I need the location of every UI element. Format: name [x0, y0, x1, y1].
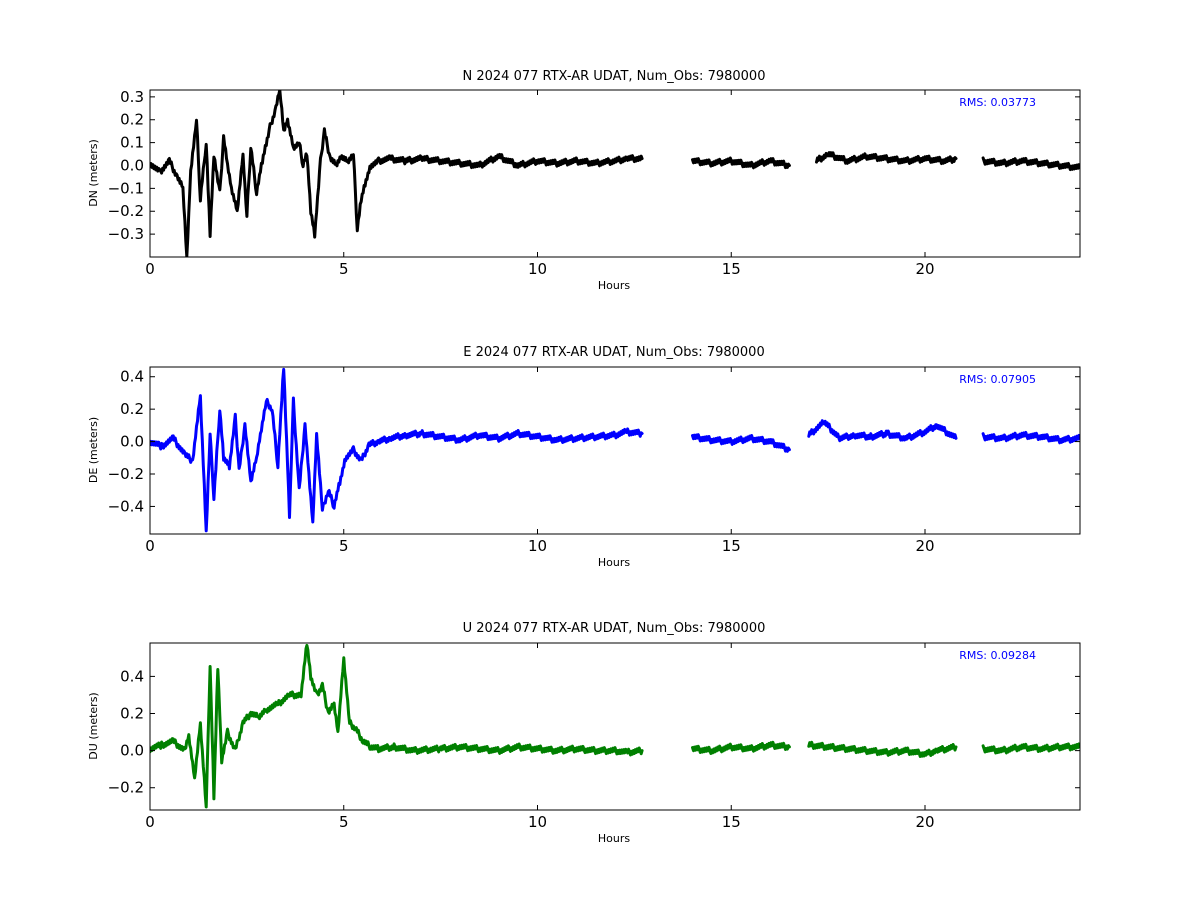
y-axis-label-east: DE (meters) — [87, 417, 100, 483]
y-tick-label-north-6: −0.3 — [108, 225, 144, 243]
y-axis-label-north: DN (meters) — [87, 139, 100, 207]
x-tick-label-north-4: 20 — [915, 260, 934, 278]
series-line-up-seg-0 — [150, 643, 644, 809]
chart-title-north: N 2024 077 RTX-AR UDAT, Num_Obs: 7980000 — [463, 69, 766, 84]
ticks-layer-north: 0 5 10 15 20 0.3 0.2 0.1 0.0 −0.1 −0.2 −0.3 — [108, 88, 1080, 278]
y-tick-label-north-5: −0.2 — [108, 202, 144, 220]
x-tick-label-east-2: 10 — [528, 537, 547, 555]
series-layer-east — [150, 367, 1080, 533]
plot-area-up — [150, 643, 1080, 810]
panel-up: U 2024 077 RTX-AR UDAT, Num_Obs: 7980000… — [87, 621, 1081, 845]
rms-annotation-east: RMS: 0.07905 — [959, 373, 1036, 386]
series-line-up-seg-2 — [807, 740, 958, 758]
y-tick-label-east-4: −0.4 — [108, 497, 144, 515]
x-axis-label-up: Hours — [598, 832, 630, 845]
y-tick-label-east-0: 0.4 — [120, 368, 144, 386]
series-line-north-seg-3 — [981, 156, 1080, 172]
ticks-layer-up: 0 5 10 15 20 0.4 0.2 0.0 −0.2 — [108, 643, 1080, 831]
x-tick-label-north-2: 10 — [528, 260, 547, 278]
series-layer-north — [150, 90, 1080, 257]
x-axis-label-north: Hours — [598, 279, 630, 292]
plot-area-east — [150, 367, 1080, 534]
plot-area-north — [150, 90, 1080, 257]
panel-north: N 2024 077 RTX-AR UDAT, Num_Obs: 7980000… — [87, 69, 1081, 292]
series-line-east-seg-0 — [150, 367, 644, 533]
y-tick-label-up-2: 0.0 — [120, 742, 144, 760]
x-axis-label-east: Hours — [598, 556, 630, 569]
x-tick-label-east-3: 15 — [722, 537, 741, 555]
x-tick-label-up-3: 15 — [722, 813, 741, 831]
plot-frame-up — [149, 642, 1081, 811]
y-tick-label-north-3: 0.0 — [120, 156, 144, 174]
series-line-north-seg-1 — [691, 156, 791, 170]
y-tick-label-east-3: −0.2 — [108, 465, 144, 483]
ticks-layer-east: 0 5 10 15 20 0.4 0.2 0.0 −0.2 −0.4 — [108, 367, 1080, 555]
x-tick-label-east-4: 20 — [915, 537, 934, 555]
y-tick-label-up-1: 0.2 — [120, 705, 144, 723]
series-line-up-seg-1 — [691, 740, 791, 755]
y-tick-label-north-0: 0.3 — [120, 88, 144, 106]
x-tick-label-north-1: 5 — [339, 260, 349, 278]
rms-annotation-north: RMS: 0.03773 — [959, 96, 1036, 109]
x-tick-label-north-0: 0 — [145, 260, 155, 278]
y-tick-label-north-2: 0.1 — [120, 134, 144, 152]
series-layer-up — [150, 643, 1080, 809]
panel-east: E 2024 077 RTX-AR UDAT, Num_Obs: 7980000… — [87, 345, 1081, 569]
y-tick-label-east-2: 0.0 — [120, 433, 144, 451]
x-tick-label-north-3: 15 — [722, 260, 741, 278]
x-tick-label-up-0: 0 — [145, 813, 155, 831]
rms-annotation-up: RMS: 0.09284 — [959, 649, 1036, 662]
series-line-east-seg-2 — [807, 419, 958, 443]
y-tick-label-up-0: 0.4 — [120, 667, 144, 685]
series-line-east-seg-3 — [981, 430, 1080, 445]
series-line-up-seg-3 — [981, 742, 1080, 755]
y-tick-label-north-1: 0.2 — [120, 111, 144, 129]
y-tick-label-east-1: 0.2 — [120, 400, 144, 418]
plot-frame-east — [149, 366, 1081, 535]
chart-title-up: U 2024 077 RTX-AR UDAT, Num_Obs: 7980000 — [463, 621, 766, 636]
series-line-north-seg-0 — [150, 90, 644, 257]
y-axis-label-up: DU (meters) — [87, 692, 100, 759]
x-tick-label-up-4: 20 — [915, 813, 934, 831]
y-tick-label-up-3: −0.2 — [108, 779, 144, 797]
x-tick-label-up-2: 10 — [528, 813, 547, 831]
x-tick-label-up-1: 5 — [339, 813, 349, 831]
y-tick-label-north-4: −0.1 — [108, 179, 144, 197]
plot-frame-north — [149, 89, 1081, 258]
chart-title-east: E 2024 077 RTX-AR UDAT, Num_Obs: 7980000 — [463, 345, 764, 360]
series-line-east-seg-1 — [691, 433, 791, 453]
series-line-north-seg-2 — [815, 151, 958, 166]
x-tick-label-east-0: 0 — [145, 537, 155, 555]
x-tick-label-east-1: 5 — [339, 537, 349, 555]
